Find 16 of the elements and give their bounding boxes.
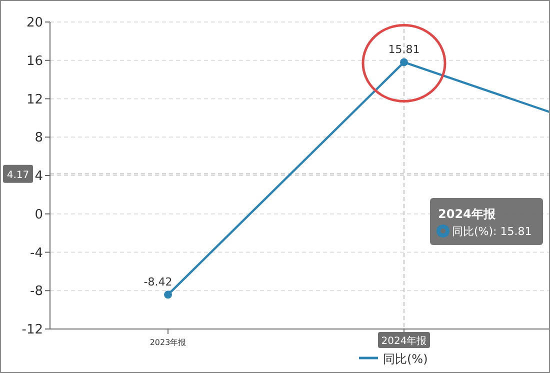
data-label: 15.81 [388,43,420,56]
legend-label: 同比(%) [383,352,428,366]
data-label: -8.42 [144,276,172,289]
y-tick-label: 0 [34,207,43,222]
y-tick-label: -12 [22,322,43,338]
y-tick-label: 8 [34,130,43,146]
y-tick-label: -8 [30,284,43,300]
annotation: 2024年报 [438,207,496,221]
y-tick-label: 20 [26,16,43,30]
annotation: 同比(%): 15.81 [452,225,532,238]
y-tick-label: -4 [30,246,43,261]
x-tick-label: 2023年报 [150,338,186,347]
y-tick-label: 4 [34,169,43,184]
y-tick-label: 16 [26,54,43,69]
y-tick-label: 12 [26,92,43,108]
ref-line-label: 4.17 [6,170,30,181]
